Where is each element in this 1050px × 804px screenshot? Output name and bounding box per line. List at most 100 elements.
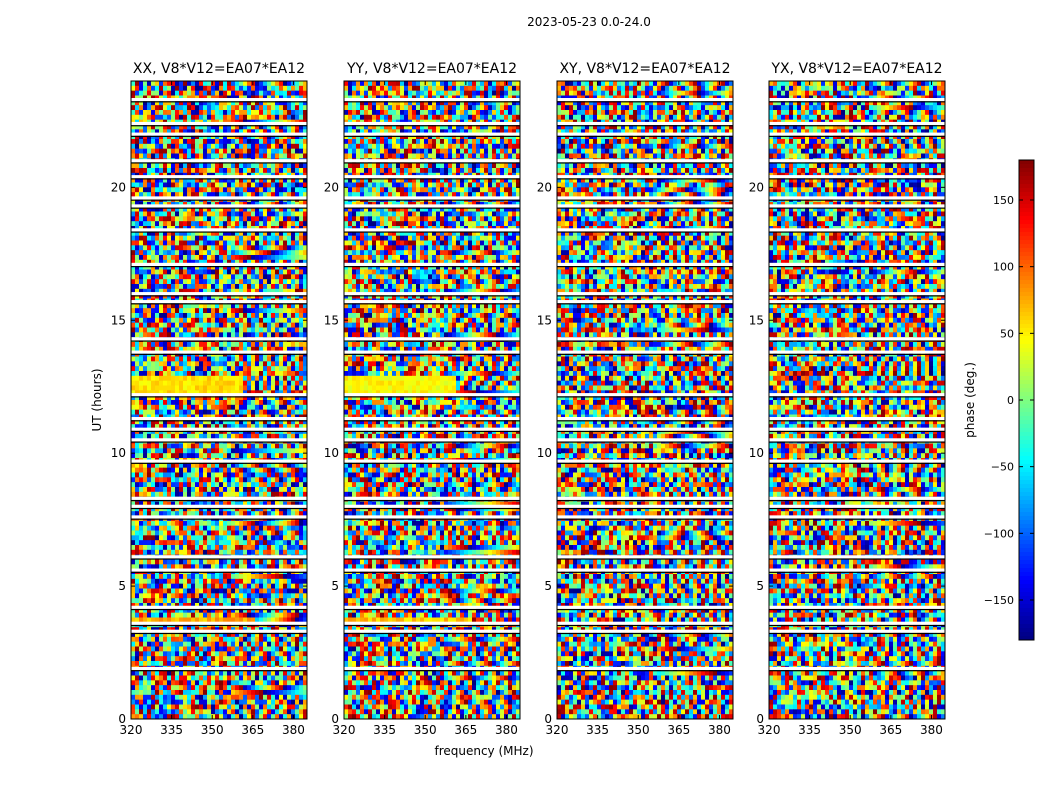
phase-cell — [175, 385, 180, 391]
phase-cell — [251, 90, 256, 96]
phase-cell — [167, 129, 172, 135]
phase-cell — [155, 342, 160, 348]
phase-cell — [163, 467, 168, 473]
phase-cell — [147, 356, 152, 362]
phase-cell — [299, 177, 304, 183]
phase-cell — [219, 467, 224, 473]
phase-cell — [155, 317, 160, 324]
phase-cell — [195, 90, 200, 96]
phase-cell — [235, 487, 240, 493]
phase-cell — [287, 168, 292, 174]
phase-cell — [299, 603, 304, 609]
phase-cell — [131, 245, 136, 251]
phase-cell — [283, 216, 288, 222]
phase-cell — [191, 491, 196, 498]
phase-cell — [227, 274, 232, 280]
phase-cell — [291, 303, 296, 309]
phase-cell — [147, 380, 152, 386]
phase-cell — [175, 235, 180, 241]
phase-cell — [219, 114, 224, 121]
phase-cell — [191, 284, 196, 290]
phase-cell — [287, 380, 292, 386]
phase-cell — [175, 206, 180, 212]
phase-cell — [203, 182, 208, 188]
phase-cell — [251, 564, 256, 570]
phase-cell — [255, 583, 260, 589]
phase-cell — [183, 317, 188, 324]
phase-cell — [223, 342, 228, 348]
phase-cell — [131, 366, 136, 372]
phase-cell — [251, 525, 256, 531]
phase-cell — [247, 90, 252, 96]
phase-cell — [279, 187, 284, 193]
phase-cell — [275, 617, 280, 623]
phase-cell — [215, 240, 220, 246]
phase-cell — [195, 404, 200, 411]
phase-cell — [211, 501, 216, 507]
phase-cell — [199, 308, 204, 314]
phase-cell — [203, 559, 208, 565]
phase-cell — [251, 549, 256, 556]
phase-cell — [271, 400, 276, 406]
phase-cell — [203, 211, 208, 217]
phase-cell — [139, 448, 144, 454]
phase-cell — [179, 593, 184, 599]
phase-cell — [191, 385, 196, 391]
phase-cell — [279, 85, 284, 92]
phase-cell — [283, 110, 288, 116]
phase-cell — [191, 404, 196, 411]
phase-cell — [303, 105, 308, 111]
phase-cell — [267, 564, 272, 570]
phase-cell — [203, 235, 208, 241]
phase-cell — [191, 588, 196, 594]
phase-cell — [167, 487, 172, 493]
phase-cell — [171, 192, 176, 198]
phase-cell — [243, 617, 248, 623]
phase-cell — [263, 274, 268, 280]
phase-cell — [195, 409, 200, 415]
phase-cell — [223, 313, 228, 319]
phase-cell — [279, 588, 284, 594]
phase-cell — [219, 90, 224, 96]
phase-cell — [147, 279, 152, 285]
phase-cell — [131, 525, 136, 531]
phase-cell — [263, 168, 268, 174]
phase-cell — [163, 583, 168, 589]
phase-cell — [171, 288, 176, 295]
phase-cell — [271, 216, 276, 222]
phase-cell — [235, 177, 240, 183]
phase-cell — [279, 148, 284, 154]
phase-cell — [159, 487, 164, 493]
phase-cell — [275, 419, 280, 425]
phase-cell — [199, 85, 204, 92]
phase-cell — [243, 549, 248, 556]
phase-cell — [167, 288, 172, 295]
phase-cell — [203, 313, 208, 319]
phase-cell — [235, 279, 240, 285]
phase-cell — [251, 453, 256, 459]
phase-cell — [263, 404, 268, 411]
phase-cell — [211, 424, 216, 430]
phase-cell — [291, 583, 296, 589]
phase-cell — [263, 400, 268, 406]
phase-cell — [191, 472, 196, 478]
phase-cell — [259, 235, 264, 241]
phase-cell — [203, 85, 208, 92]
phase-cell — [195, 559, 200, 565]
phase-cell — [139, 148, 144, 154]
phase-cell — [163, 612, 168, 618]
phase-cell — [195, 400, 200, 406]
phase-cell — [259, 129, 264, 135]
phase-cell — [239, 409, 244, 415]
phase-cell — [235, 375, 240, 382]
phase-cell — [279, 574, 284, 580]
phase-cell — [303, 303, 308, 309]
phase-cell — [207, 240, 212, 246]
phase-cell — [287, 583, 292, 589]
phase-cell — [251, 419, 256, 425]
phase-cell — [203, 230, 208, 237]
phase-cell — [235, 356, 240, 362]
phase-cell — [291, 361, 296, 367]
phase-cell — [223, 90, 228, 96]
phase-cell — [179, 598, 184, 604]
